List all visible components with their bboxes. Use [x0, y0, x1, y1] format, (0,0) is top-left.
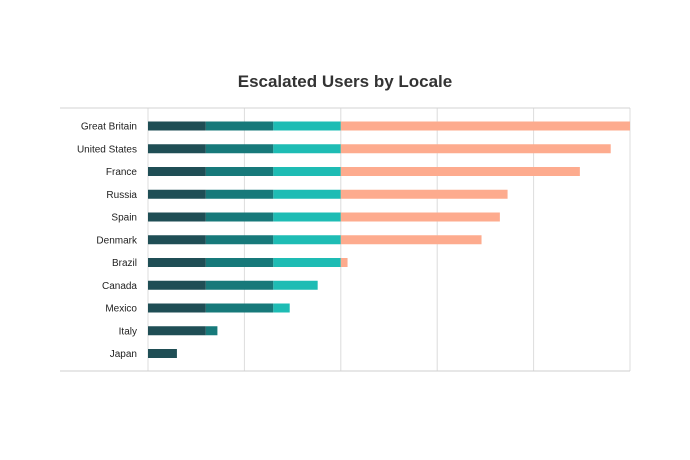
- bar-united-states-segment-1: [148, 144, 206, 154]
- bar-russia-segment-2: [205, 189, 274, 199]
- bar-spain-segment-2: [205, 212, 274, 222]
- bar-spain-segment-3: [273, 212, 341, 222]
- bar-france-segment-2: [205, 167, 274, 176]
- bar-spain-segment-4: [340, 212, 500, 222]
- category-label-denmark: Denmark: [96, 235, 138, 246]
- bar-japan-segment-1: [148, 349, 177, 358]
- bar-mexico-segment-3: [273, 303, 290, 313]
- bar-canada-segment-3: [273, 280, 318, 290]
- bar-russia-segment-3: [273, 189, 341, 199]
- bar-denmark-segment-4: [340, 235, 482, 245]
- bar-great-britain-segment-2: [205, 121, 274, 131]
- category-label-japan: Japan: [110, 349, 137, 360]
- bar-france-segment-1: [148, 167, 206, 176]
- bar-russia-segment-1: [148, 189, 206, 199]
- bar-united-states-segment-2: [205, 144, 274, 154]
- bar-brazil-segment-1: [148, 258, 206, 267]
- bar-italy-segment-1: [148, 326, 206, 336]
- bar-mexico-segment-1: [148, 303, 206, 313]
- bar-france-segment-3: [273, 167, 341, 176]
- bar-canada-segment-2: [205, 280, 274, 290]
- bar-canada-segment-1: [148, 280, 206, 290]
- bar-united-states-segment-4: [340, 144, 611, 154]
- bar-france-segment-4: [340, 167, 580, 176]
- bar-denmark-segment-3: [273, 235, 341, 245]
- category-label-mexico: Mexico: [105, 304, 137, 315]
- category-label-canada: Canada: [102, 281, 137, 292]
- bar-united-states-segment-3: [273, 144, 341, 154]
- category-label-brazil: Brazil: [112, 258, 137, 269]
- category-label-france: France: [106, 167, 138, 178]
- bar-mexico-segment-2: [205, 303, 274, 313]
- category-label-united-states: United States: [77, 144, 137, 155]
- bar-brazil-segment-3: [273, 258, 341, 267]
- category-label-italy: Italy: [119, 326, 137, 337]
- bar-spain-segment-1: [148, 212, 206, 222]
- category-label-spain: Spain: [111, 213, 137, 224]
- bar-denmark-segment-1: [148, 235, 206, 245]
- bar-italy-segment-2: [205, 326, 218, 336]
- bar-denmark-segment-2: [205, 235, 274, 245]
- bar-russia-segment-4: [340, 189, 508, 199]
- bar-brazil-segment-2: [205, 258, 274, 267]
- category-label-russia: Russia: [106, 190, 137, 201]
- chart-title: Escalated Users by Locale: [237, 72, 453, 91]
- bar-great-britain-segment-3: [273, 121, 341, 131]
- category-label-great-britain: Great Britain: [81, 122, 137, 133]
- bar-great-britain-segment-4: [340, 121, 630, 131]
- bar-great-britain-segment-1: [148, 121, 206, 131]
- bar-brazil-segment-4: [340, 258, 348, 267]
